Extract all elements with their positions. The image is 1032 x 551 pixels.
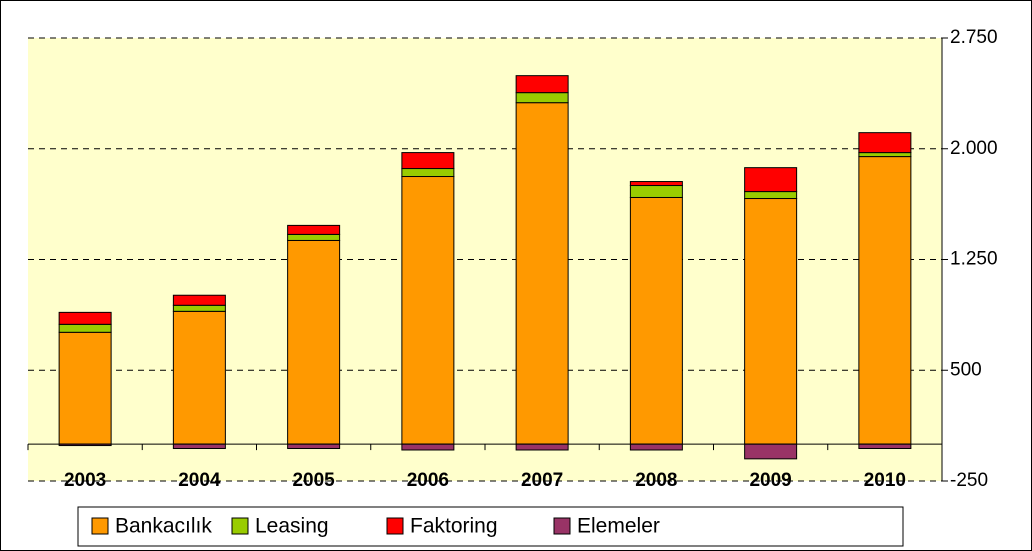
x-tick-label: 2008 — [635, 470, 677, 491]
bar-segment — [172, 294, 226, 306]
y-tick-label: 2.000 — [950, 138, 998, 159]
bar-segment — [629, 185, 683, 198]
bar-segment — [58, 311, 112, 325]
legend-label: Elemeler — [577, 515, 660, 538]
bar-segment — [172, 443, 226, 450]
x-tick-label: 2003 — [64, 470, 106, 491]
bar-segment — [58, 331, 112, 445]
legend-swatch — [91, 517, 109, 535]
bar-segment — [744, 191, 798, 200]
bar-segment — [401, 152, 455, 170]
bar-segment — [515, 102, 569, 445]
bar-segment — [287, 239, 341, 445]
bar-segment — [172, 304, 226, 312]
bar-segment — [58, 323, 112, 333]
bar-segment — [858, 156, 912, 445]
x-tick-label: 2010 — [864, 470, 906, 491]
bar-segment — [858, 132, 912, 154]
bar-segment — [858, 152, 912, 158]
bar-segment — [401, 176, 455, 445]
bar-segment — [744, 167, 798, 193]
x-tick-label: 2009 — [749, 470, 791, 491]
bar-segment — [287, 233, 341, 241]
bar-segment — [287, 443, 341, 450]
legend — [77, 506, 904, 547]
bar-segment — [515, 75, 569, 94]
bar-segment — [629, 443, 683, 451]
legend-swatch — [231, 517, 249, 535]
y-tick-label: -250 — [950, 470, 988, 491]
y-tick-label: 2.750 — [950, 27, 998, 48]
x-tick-label: 2007 — [521, 470, 563, 491]
bar-segment — [401, 168, 455, 178]
y-tick-label: 1.250 — [950, 249, 998, 270]
legend-label: Faktoring — [410, 515, 498, 538]
x-tick-label: 2005 — [292, 470, 335, 491]
bar-segment — [744, 198, 798, 445]
bar-segment — [629, 196, 683, 445]
bar-segment — [401, 443, 455, 451]
bar-segment — [629, 181, 683, 187]
legend-label: Bankacılık — [115, 515, 212, 538]
bar-segment — [858, 443, 912, 450]
bar-segment — [515, 92, 569, 104]
bar-segment — [744, 443, 798, 460]
y-tick-label: 500 — [950, 359, 982, 380]
x-tick-label: 2004 — [178, 470, 221, 491]
legend-swatch — [386, 517, 404, 535]
bar-segment — [287, 224, 341, 235]
bar-segment — [172, 310, 226, 445]
x-tick-label: 2006 — [407, 470, 449, 491]
bar-segment — [515, 443, 569, 451]
legend-swatch — [553, 517, 571, 535]
legend-label: Leasing — [255, 515, 329, 538]
